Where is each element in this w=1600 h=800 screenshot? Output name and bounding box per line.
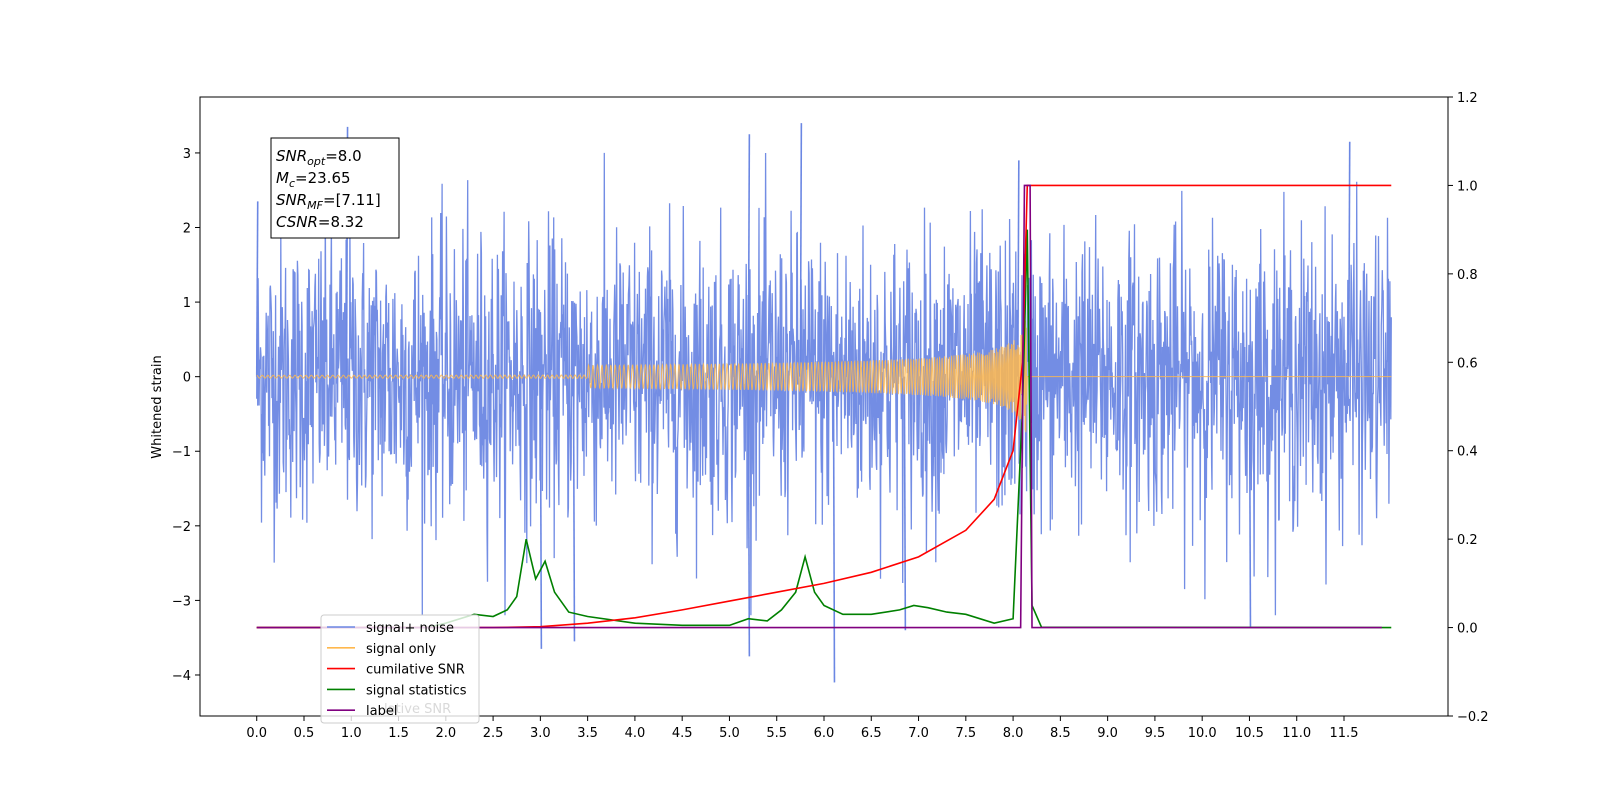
y-right-tick-label: 1.0 — [1457, 179, 1478, 194]
legend-entry-label: signal only — [366, 642, 436, 657]
x-tick-label: 3.5 — [577, 726, 598, 741]
x-tick-label: 9.0 — [1097, 726, 1118, 741]
x-tick-label: 10.0 — [1188, 726, 1217, 741]
annotation-symbol: CSNR — [276, 213, 318, 231]
annotation-value: =8.0 — [325, 147, 361, 165]
y-right-tick-label: 0.6 — [1457, 356, 1478, 371]
x-tick-label: 2.5 — [483, 726, 504, 741]
annotation-subscript: opt — [307, 155, 326, 168]
y-right-tick-label: 0.8 — [1457, 268, 1478, 283]
x-tick-label: 2.0 — [435, 726, 456, 741]
x-tick-label: 6.5 — [861, 726, 882, 741]
noise-spike — [747, 134, 751, 377]
annotation-line: SNRopt=8.0 — [276, 147, 362, 168]
noise-spike — [1347, 141, 1351, 377]
y-right-tick-label: 1.2 — [1457, 91, 1478, 106]
y-left-tick-label: 3 — [183, 147, 191, 162]
annotation-value: =8.32 — [318, 213, 364, 231]
annotation-line: Mc=23.65 — [276, 169, 351, 190]
noise-spike — [832, 376, 836, 683]
noise-spike — [747, 376, 751, 657]
y-left-tick-label: −1 — [172, 445, 191, 460]
x-tick-label: 11.0 — [1282, 726, 1311, 741]
noise-spike — [903, 376, 907, 631]
series-layer — [255, 123, 1392, 683]
x-tick-label: 0.0 — [246, 726, 267, 741]
noise-spike — [255, 201, 259, 377]
noise-spike — [1017, 160, 1020, 377]
x-tick-label: 5.0 — [719, 726, 740, 741]
x-tick-label: 7.5 — [955, 726, 976, 741]
y-left-tick-label: −4 — [172, 669, 191, 684]
x-tick-label: 8.5 — [1050, 726, 1071, 741]
noise-spike — [1248, 376, 1252, 627]
legend-entry-label: label — [366, 704, 397, 719]
annotation-line: SNRMF=[7.11] — [276, 191, 381, 212]
y-axis-left: 3 2 1 0 −1 −2 −3 −4 — [172, 147, 200, 684]
legend: lative SNR signal+ noise signal only cumila… — [320, 614, 480, 724]
legend-overlap-text: lative SNR — [384, 702, 451, 717]
legend-entry-label: cumilative SNR — [366, 663, 465, 678]
y-axis-label: Whitened strain — [150, 355, 165, 458]
noise-spike — [799, 123, 803, 377]
y-right-tick-label: 0.4 — [1457, 445, 1478, 460]
series-label-line — [256, 184, 1382, 629]
x-tick-label: 3.0 — [530, 726, 551, 741]
annotation-subscript: c — [289, 177, 295, 190]
x-tick-label: 5.5 — [766, 726, 787, 741]
noise-spike — [539, 376, 543, 649]
legend-entry-label: signal statistics — [366, 683, 467, 698]
x-tick-label: 7.0 — [908, 726, 929, 741]
x-tick-label: 4.5 — [672, 726, 693, 741]
annotation-subscript: MF — [307, 199, 323, 212]
series-signal-only-line — [256, 320, 1392, 433]
plot-area — [255, 123, 1392, 683]
series-signal-statistics-line — [256, 229, 1392, 629]
x-tick-label: 8.0 — [1003, 726, 1024, 741]
x-tick-label: 4.0 — [625, 726, 646, 741]
annotation-value: =23.65 — [295, 169, 351, 187]
series-cumulative-snr-line — [256, 184, 1392, 629]
y-left-tick-label: −2 — [172, 520, 191, 535]
y-right-tick-label: 0.0 — [1457, 622, 1478, 637]
x-tick-label: 9.5 — [1145, 726, 1166, 741]
annotation-symbol: SNR — [276, 191, 307, 209]
x-tick-label: 6.0 — [814, 726, 835, 741]
annotation-symbol: SNR — [276, 147, 307, 165]
x-axis: 0.0 0.5 1.0 1.5 2.0 2.5 3.0 3.5 4.0 4.5 5.0 5.5 6.0 6… — [246, 716, 1358, 741]
y-left-tick-label: 2 — [183, 222, 191, 237]
y-left-tick-label: 1 — [183, 296, 191, 311]
x-tick-label: 1.5 — [388, 726, 409, 741]
x-tick-label: 10.5 — [1235, 726, 1264, 741]
y-left-tick-label: −3 — [172, 594, 191, 609]
noise-spike — [572, 376, 576, 642]
x-tick-label: 1.0 — [341, 726, 362, 741]
annotation-value: =[7.11] — [323, 191, 381, 209]
annotation-line: CSNR=8.32 — [276, 213, 364, 231]
y-right-tick-label: 0.2 — [1457, 533, 1478, 548]
annotation-symbol: M — [276, 169, 289, 187]
y-left-tick-label: 0 — [183, 371, 191, 386]
y-right-tick-label: −0.2 — [1457, 710, 1489, 725]
legend-entry-label: signal+ noise — [366, 621, 454, 636]
y-axis-right: 1.2 1.0 0.8 0.6 0.4 0.2 0.0 −0.2 — [1448, 91, 1489, 725]
x-tick-label: 0.5 — [294, 726, 315, 741]
x-tick-label: 11.5 — [1330, 726, 1359, 741]
series-signal-noise-line — [256, 152, 1392, 616]
